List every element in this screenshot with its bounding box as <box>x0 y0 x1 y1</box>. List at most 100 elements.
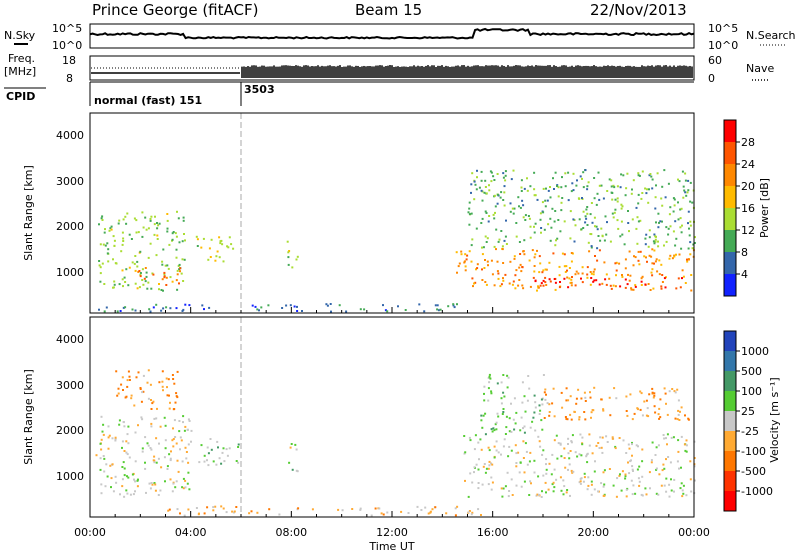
heatmap-cell <box>553 220 556 223</box>
heatmap-cell <box>170 450 172 453</box>
heatmap-cell <box>665 402 667 405</box>
heatmap-cell <box>628 279 631 282</box>
heatmap-cell <box>173 419 176 422</box>
heatmap-cell <box>494 205 497 208</box>
heatmap-cell <box>615 269 618 272</box>
heatmap-cell <box>162 248 165 251</box>
heatmap-cell <box>125 268 128 271</box>
station-title: Prince George (fitACF) <box>92 1 258 19</box>
heatmap-cell <box>156 227 159 230</box>
heatmap-cell <box>533 225 535 228</box>
heatmap-cell <box>645 399 648 402</box>
colorbar-cell <box>724 391 736 412</box>
heatmap-cell <box>158 222 161 225</box>
heatmap-cell <box>552 177 554 180</box>
heatmap-cell <box>594 225 596 228</box>
heatmap-cell <box>615 261 618 264</box>
heatmap-cell <box>476 267 479 270</box>
heatmap-cell <box>655 258 658 261</box>
heatmap-cell <box>485 192 488 195</box>
heatmap-cell <box>609 414 612 417</box>
heatmap-cell <box>326 304 329 307</box>
heatmap-cell <box>188 420 191 422</box>
heatmap-cell <box>424 506 427 509</box>
heatmap-cell <box>124 281 127 283</box>
heatmap-cell <box>267 304 270 307</box>
heatmap-cell <box>212 506 215 509</box>
heatmap-cell <box>122 285 124 288</box>
heatmap-cell <box>490 476 493 479</box>
heatmap-cell <box>101 262 104 265</box>
heatmap-cell <box>483 392 485 395</box>
heatmap-cell <box>296 470 299 473</box>
heatmap-cell <box>544 199 547 202</box>
heatmap-cell <box>159 489 162 492</box>
heatmap-cell <box>522 427 524 430</box>
heatmap-cell <box>493 217 496 220</box>
heatmap-cell <box>169 307 172 310</box>
heatmap-cell <box>502 262 505 264</box>
heatmap-cell <box>502 487 505 490</box>
power-ylabel: Slant Range [km] <box>22 165 35 261</box>
heatmap-cell <box>625 395 628 398</box>
heatmap-cell <box>294 443 297 446</box>
heatmap-cell <box>602 409 605 412</box>
heatmap-cell <box>522 440 525 443</box>
heatmap-cell <box>584 396 587 399</box>
heatmap-cell <box>136 260 139 263</box>
heatmap-cell <box>260 306 263 309</box>
heatmap-cell <box>637 172 640 175</box>
heatmap-cell <box>141 211 144 214</box>
nsky-tick-bottom: 10^0 <box>52 39 82 52</box>
heatmap-cell <box>215 463 218 466</box>
heatmap-cell <box>537 285 539 288</box>
heatmap-cell <box>682 492 685 495</box>
heatmap-cell <box>533 394 536 397</box>
heatmap-cell <box>231 510 234 513</box>
heatmap-cell <box>583 476 586 479</box>
heatmap-cell <box>589 396 592 399</box>
heatmap-cell <box>115 262 118 265</box>
heatmap-cell <box>591 452 594 455</box>
heatmap-cell <box>508 445 511 448</box>
heatmap-cell <box>296 305 298 308</box>
heatmap-cell <box>138 286 141 289</box>
heatmap-cell <box>155 461 158 464</box>
heatmap-cell <box>569 494 571 497</box>
heatmap-cell <box>468 207 471 210</box>
heatmap-cell <box>689 181 692 184</box>
heatmap-cell <box>169 478 172 481</box>
heatmap-cell <box>592 273 595 276</box>
heatmap-cell <box>678 180 681 183</box>
heatmap-cell <box>602 494 605 497</box>
heatmap-cell <box>650 255 653 258</box>
heatmap-cell <box>493 456 496 459</box>
heatmap-cell <box>676 418 679 421</box>
heatmap-cell <box>288 250 291 252</box>
heatmap-cell <box>573 411 576 413</box>
heatmap-cell <box>595 279 598 282</box>
heatmap-cell <box>677 399 680 402</box>
heatmap-cell <box>121 466 124 468</box>
heatmap-cell <box>522 204 525 207</box>
heatmap-cell <box>233 510 236 513</box>
heatmap-cell <box>656 172 659 175</box>
heatmap-cell <box>681 224 683 227</box>
heatmap-cell <box>641 192 644 194</box>
heatmap-cell <box>230 243 233 246</box>
heatmap-cell <box>515 222 518 224</box>
heatmap-cell <box>480 419 483 422</box>
freq-tick-top: 18 <box>62 54 76 67</box>
heatmap-cell <box>610 191 613 194</box>
velocity-xticks <box>89 511 695 517</box>
heatmap-cell <box>103 310 106 313</box>
heatmap-cell <box>481 268 483 271</box>
heatmap-cell <box>482 246 485 249</box>
heatmap-cell <box>567 399 570 402</box>
heatmap-cell <box>612 484 615 487</box>
heatmap-cell <box>175 442 178 445</box>
heatmap-cell <box>490 428 493 431</box>
heatmap-cell <box>593 279 596 282</box>
velocity-heatmap <box>95 369 696 517</box>
